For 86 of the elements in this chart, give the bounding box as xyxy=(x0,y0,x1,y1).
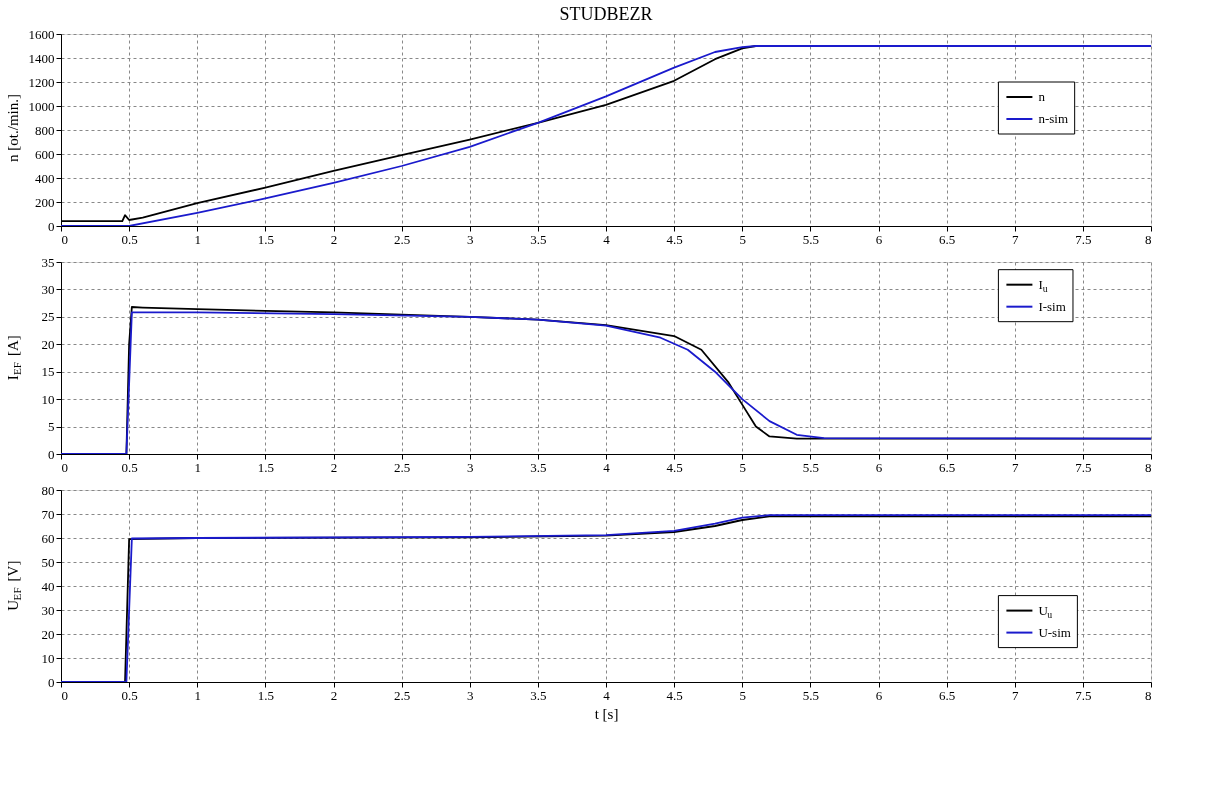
x-axis-title: t [s] xyxy=(594,705,619,722)
x-tick-label: 5.5 xyxy=(802,459,819,475)
y-tick-label: 200 xyxy=(35,194,55,210)
x-tick-label: 2.5 xyxy=(394,687,411,703)
y-tick-label: 15 xyxy=(41,364,55,380)
y-tick-label: 20 xyxy=(41,626,55,642)
x-tick-label: 8 xyxy=(1145,687,1152,703)
x-tick-label: 4.5 xyxy=(666,459,683,475)
x-tick-label: 6.5 xyxy=(939,231,956,247)
x-tick-label: 3.5 xyxy=(530,687,547,703)
y-tick-label: 30 xyxy=(41,281,55,297)
y-tick-label: 60 xyxy=(41,530,55,546)
x-tick-label: 5 xyxy=(739,687,746,703)
y-tick-label: 50 xyxy=(41,554,55,570)
x-tick-label: 4 xyxy=(603,459,611,475)
y-tick-label: 70 xyxy=(41,506,55,522)
x-tick-label: 5.5 xyxy=(802,687,819,703)
y-tick-label: 25 xyxy=(41,309,55,325)
legend-label: U-sim xyxy=(1038,624,1071,640)
x-tick-label: 3 xyxy=(467,459,474,475)
x-tick-label: 0 xyxy=(61,231,68,247)
x-tick-label: 4.5 xyxy=(666,231,683,247)
x-tick-label: 6.5 xyxy=(939,459,956,475)
x-tick-label: 0.5 xyxy=(121,459,138,475)
x-tick-label: 3 xyxy=(467,231,474,247)
x-tick-label: 0.5 xyxy=(121,687,138,703)
x-tick-label: 4 xyxy=(603,687,611,703)
chart-title: STUDBEZR xyxy=(559,4,653,24)
x-tick-label: 7 xyxy=(1012,687,1019,703)
x-tick-label: 1.5 xyxy=(257,231,274,247)
x-tick-label: 5.5 xyxy=(802,231,819,247)
y-tick-label: 0 xyxy=(48,674,55,690)
x-tick-label: 7 xyxy=(1012,459,1019,475)
y-tick-label: 10 xyxy=(41,650,55,666)
x-tick-label: 7.5 xyxy=(1075,459,1092,475)
x-tick-label: 3 xyxy=(467,687,474,703)
x-tick-label: 1.5 xyxy=(257,459,274,475)
y-tick-label: 800 xyxy=(35,122,55,138)
y-tick-label: 35 xyxy=(41,254,55,270)
x-tick-label: 1.5 xyxy=(257,687,274,703)
x-tick-label: 1 xyxy=(194,459,201,475)
x-tick-label: 2 xyxy=(330,687,338,703)
x-tick-label: 1 xyxy=(194,687,201,703)
x-tick-label: 0 xyxy=(61,687,68,703)
x-tick-label: 2 xyxy=(330,231,338,247)
y-tick-label: 1600 xyxy=(28,26,55,42)
y-axis-title: n [ot./min.] xyxy=(5,93,21,162)
x-tick-label: 6 xyxy=(875,459,883,475)
y-tick-label: 600 xyxy=(35,146,55,162)
x-tick-label: 7 xyxy=(1012,231,1019,247)
y-tick-label: 1200 xyxy=(28,74,55,90)
y-axis-title: UEF [V] xyxy=(5,560,24,611)
y-tick-label: 10 xyxy=(41,391,55,407)
x-tick-label: 2 xyxy=(330,459,338,475)
y-tick-label: 400 xyxy=(35,170,55,186)
y-axis-title: IEF [A] xyxy=(5,335,24,381)
y-tick-label: 1400 xyxy=(28,50,55,66)
x-tick-label: 8 xyxy=(1145,231,1152,247)
x-tick-label: 7.5 xyxy=(1075,687,1092,703)
x-tick-label: 0.5 xyxy=(121,231,138,247)
x-tick-label: 1 xyxy=(194,231,201,247)
x-tick-label: 3.5 xyxy=(530,231,547,247)
x-tick-label: 4 xyxy=(603,231,611,247)
x-tick-label: 2.5 xyxy=(394,459,411,475)
legend-label: n-sim xyxy=(1038,111,1069,126)
x-tick-label: 8 xyxy=(1145,459,1152,475)
y-tick-label: 30 xyxy=(41,602,55,618)
x-tick-label: 3.5 xyxy=(530,459,547,475)
y-tick-label: 20 xyxy=(41,336,55,352)
y-tick-label: 0 xyxy=(48,218,55,234)
x-tick-label: 6 xyxy=(875,231,883,247)
x-tick-label: 6 xyxy=(875,687,883,703)
legend-label: I-sim xyxy=(1038,298,1066,314)
x-tick-label: 2.5 xyxy=(394,231,411,247)
y-tick-label: 5 xyxy=(48,419,55,435)
x-tick-label: 4.5 xyxy=(666,687,683,703)
x-tick-label: 0 xyxy=(61,459,68,475)
x-tick-label: 5 xyxy=(739,459,746,475)
x-tick-label: 5 xyxy=(739,231,746,247)
y-tick-label: 40 xyxy=(41,578,55,594)
y-tick-label: 80 xyxy=(41,482,55,498)
y-tick-label: 1000 xyxy=(28,98,55,114)
x-tick-label: 7.5 xyxy=(1075,231,1092,247)
legend-label: n xyxy=(1038,89,1046,104)
y-tick-label: 0 xyxy=(48,446,55,462)
x-tick-label: 6.5 xyxy=(939,687,956,703)
